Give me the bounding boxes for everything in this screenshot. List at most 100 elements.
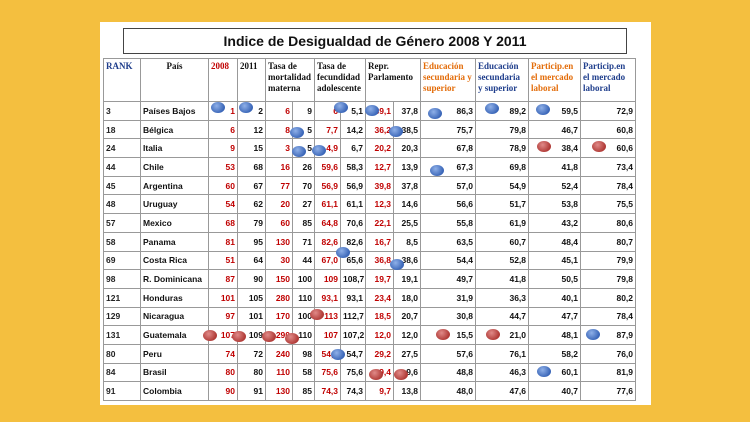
table-cell: 12: [237, 119, 266, 140]
table-cell: Chile: [140, 157, 209, 177]
column-header: Educación secundaria y superior: [420, 58, 477, 102]
table-cell: 95: [237, 231, 266, 252]
table-cell: 91: [103, 381, 141, 401]
table-cell: 12,7: [365, 157, 395, 177]
table-cell: 63,5: [420, 231, 477, 252]
table-cell: 20,2: [365, 138, 395, 159]
table-cell: Panama: [140, 231, 209, 252]
table-cell: 24: [103, 138, 141, 159]
table-cell: 74: [208, 343, 238, 364]
table-cell: Colombia: [140, 381, 209, 401]
table-cell: 61,9: [475, 213, 530, 233]
dot: [331, 349, 345, 360]
table-cell: 78,4: [580, 175, 637, 196]
table-cell: 36,3: [475, 287, 530, 308]
table-cell: 69: [103, 250, 141, 271]
table-cell: Bélgica: [140, 119, 209, 140]
table-cell: 61,1: [314, 194, 342, 215]
table-cell: 56,9: [340, 175, 367, 196]
dot: [285, 333, 299, 344]
table-cell: Guatemala: [140, 325, 209, 345]
table-cell: 21,0: [475, 325, 530, 345]
table-cell: 85: [291, 213, 316, 233]
table-cell: 30,8: [420, 306, 477, 327]
table-cell: 80,6: [580, 213, 637, 233]
table-cell: 93,1: [314, 287, 342, 308]
table-cell: 98: [103, 269, 141, 289]
table-cell: 41,8: [528, 157, 582, 177]
table-cell: 58,2: [528, 343, 582, 364]
table-row: 24 Italia 9 15 3 5 4,9 6,7 20,2 20,3 67,8 78,9 38,4 6…: [103, 138, 637, 159]
table-cell: 74,3: [314, 381, 342, 401]
column-header: Repr. Parlamento: [365, 58, 422, 102]
table-cell: 51: [208, 250, 238, 271]
table-cell: 72,9: [580, 101, 637, 121]
table-cell: R. Dominicana: [140, 269, 209, 289]
table-cell: 6: [208, 119, 238, 140]
dot: [537, 366, 551, 377]
table-cell: 30: [265, 250, 293, 271]
dot: [203, 330, 217, 341]
table-cell: 131: [103, 325, 141, 345]
table-cell: 44,7: [475, 306, 530, 327]
table-row: 48 Uruguay 54 62 20 27 61,1 61,1 12,3 14,6 56,6 51,…: [103, 194, 637, 215]
table-cell: 80,2: [580, 287, 637, 308]
table-cell: Peru: [140, 343, 209, 364]
table-cell: 7,7: [314, 119, 342, 140]
table-cell: 78,9: [475, 138, 530, 159]
table-cell: 79,8: [475, 119, 530, 140]
table-cell: 60,6: [580, 138, 637, 159]
table-cell: 47,7: [528, 306, 582, 327]
table-cell: 112,7: [340, 306, 367, 327]
table-cell: Honduras: [140, 287, 209, 308]
dot: [262, 331, 276, 342]
table-cell: 12,0: [393, 325, 422, 345]
dot: [369, 369, 383, 380]
table-row: 131 Guatemala 107 109 290 110 107 107,2 12,0 12,0…: [103, 325, 637, 345]
table-cell: 60: [208, 175, 238, 196]
column-header: Tasa de mortalidad materna: [264, 58, 316, 102]
table-cell: 6,7: [340, 138, 367, 159]
title: Indice de Desigualdad de Género 2008 Y 2…: [123, 28, 627, 54]
table-cell: 108,7: [340, 269, 367, 289]
table-cell: 14,2: [340, 119, 367, 140]
table-cell: 62: [237, 194, 266, 215]
table-cell: 54: [208, 194, 238, 215]
table-cell: 41,8: [475, 269, 530, 289]
table-cell: 16: [265, 157, 293, 177]
dot: [232, 331, 246, 342]
table-cell: 36,8: [365, 250, 395, 271]
table-cell: 75,7: [420, 119, 477, 140]
table-cell: 53,8: [528, 194, 582, 215]
table-cell: 50,5: [528, 269, 582, 289]
table-cell: 48: [103, 194, 141, 215]
table-cell: 16,7: [365, 231, 395, 252]
table-cell: 47,6: [475, 381, 530, 401]
table-cell: 23,4: [365, 287, 395, 308]
table-cell: 81,9: [580, 362, 637, 383]
table-cell: 73,4: [580, 157, 637, 177]
header-row: RANK País 2008 2011 Tasa de mortalidad mater…: [103, 58, 637, 102]
table-cell: 58: [103, 231, 141, 252]
dot: [312, 145, 326, 156]
table-cell: 110: [291, 287, 316, 308]
table-cell: 48,0: [420, 381, 477, 401]
column-header: 2008: [208, 58, 238, 102]
table-cell: 48,4: [528, 231, 582, 252]
table-cell: 27: [291, 194, 316, 215]
table-cell: 170: [265, 306, 293, 327]
table-cell: 54,9: [475, 175, 530, 196]
table-cell: 101: [208, 287, 238, 308]
table-cell: 90: [237, 269, 266, 289]
table-cell: 56,6: [420, 194, 477, 215]
table-cell: 22,1: [365, 213, 395, 233]
table-cell: 13,9: [393, 157, 422, 177]
table-cell: 51,7: [475, 194, 530, 215]
table-cell: 9: [291, 101, 316, 121]
dot: [537, 141, 551, 152]
table-cell: 3: [265, 138, 293, 159]
table-cell: 87: [208, 269, 238, 289]
table-cell: 56,9: [314, 175, 342, 196]
table-cell: 58,3: [340, 157, 367, 177]
